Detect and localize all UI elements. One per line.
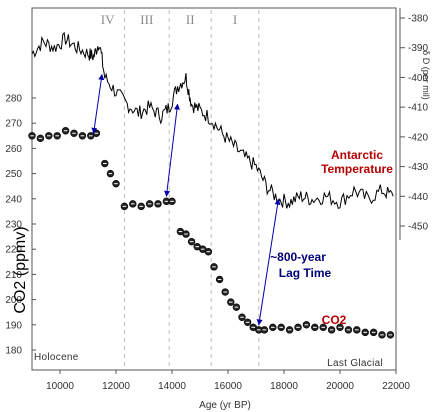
x-tick-label: 12000 xyxy=(102,381,130,392)
left-tick-label: 260 xyxy=(5,144,22,155)
left-tick-label: 280 xyxy=(5,94,22,105)
right-tick-label: -430 xyxy=(408,162,428,173)
right-tick-label: -420 xyxy=(408,132,428,143)
co2-annotation: CO2 xyxy=(322,313,347,327)
last-glacial-label: Last Glacial xyxy=(327,358,383,369)
right-tick-label: -410 xyxy=(408,103,428,114)
lag-arrows xyxy=(94,74,279,324)
left-tick-label: 190 xyxy=(5,320,22,331)
temperature-annotation-line2: Temperature xyxy=(321,162,393,176)
right-tick-label: -440 xyxy=(408,192,428,203)
x-axis-ticks: 10000 12000 14000 16000 18000 20000 22000 xyxy=(46,370,410,392)
right-tick-label: -450 xyxy=(408,222,428,233)
lag-annotation-line2: Lag Time xyxy=(279,266,332,280)
period-label-i: I xyxy=(233,12,237,27)
temperature-line xyxy=(32,33,393,209)
left-axis-title: CO2 (ppmv) xyxy=(12,226,29,313)
right-axis-title: δ D (per mil) xyxy=(421,50,431,100)
x-tick-label: 16000 xyxy=(214,381,242,392)
lag-arrow xyxy=(166,104,177,196)
period-boundaries xyxy=(124,10,258,368)
period-label-iv: IV xyxy=(101,12,115,27)
left-tick-label: 180 xyxy=(5,346,22,357)
holocene-label: Holocene xyxy=(34,352,79,363)
left-tick-label: 250 xyxy=(5,169,22,180)
x-tick-label: 18000 xyxy=(270,381,298,392)
right-tick-label: -380 xyxy=(408,14,428,25)
x-tick-label: 10000 xyxy=(46,381,74,392)
temperature-series xyxy=(32,33,393,209)
temperature-annotation-line1: Antarctic xyxy=(331,148,383,162)
x-tick-label: 14000 xyxy=(158,381,186,392)
x-tick-label: 20000 xyxy=(326,381,354,392)
x-axis-title: Age (yr BP) xyxy=(199,400,251,411)
left-tick-label: 270 xyxy=(5,119,22,130)
lag-arrow xyxy=(94,74,102,133)
right-axis-ticks: -380-390-400-410-420-430-440-450 xyxy=(400,14,428,233)
period-label-iii: III xyxy=(140,12,153,27)
lag-annotation-line1: ~800-year xyxy=(270,250,326,264)
left-tick-label: 240 xyxy=(5,194,22,205)
x-tick-label: 22000 xyxy=(382,381,410,392)
period-label-ii: II xyxy=(186,12,195,27)
